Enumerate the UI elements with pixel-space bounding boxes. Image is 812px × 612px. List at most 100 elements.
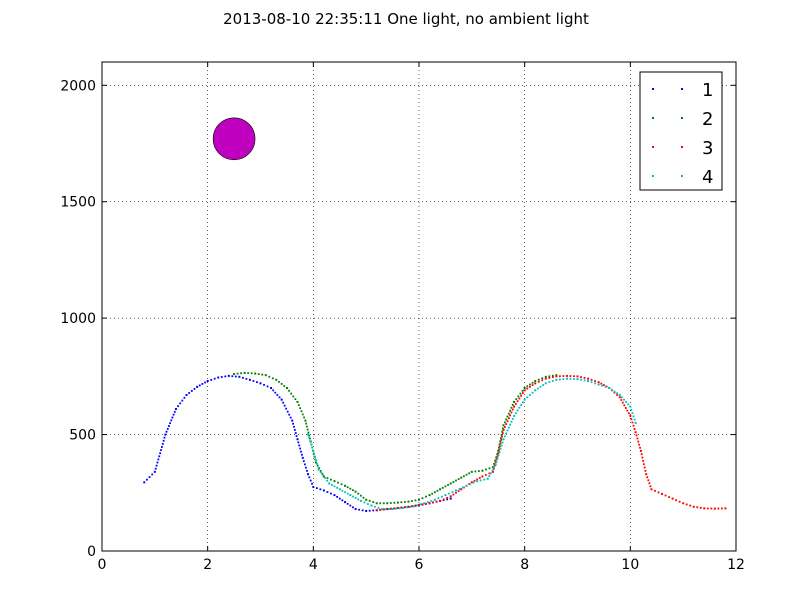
series-dot [488, 472, 491, 475]
data-point [344, 501, 347, 504]
series-dot [458, 488, 461, 490]
data-point [692, 505, 695, 508]
series-dot [610, 388, 613, 391]
y-tick-label: 2000 [60, 78, 96, 94]
series-dot [498, 445, 501, 448]
series-dot [488, 475, 491, 477]
data-point [629, 414, 632, 417]
series-dot [398, 507, 401, 510]
series-dot [307, 431, 310, 434]
series-dot [321, 472, 324, 475]
series-dot [457, 478, 460, 481]
series-dot [495, 460, 498, 463]
series-dot [293, 429, 296, 431]
series-dot [316, 464, 319, 467]
data-point [423, 502, 426, 505]
data-point [439, 499, 442, 502]
data-point [523, 387, 526, 389]
series-dot [319, 469, 322, 472]
series-dot [529, 394, 531, 396]
data-point [227, 374, 230, 377]
data-point [576, 378, 579, 381]
series-dot [338, 497, 341, 500]
series-dot [541, 377, 544, 380]
series-dot [505, 423, 508, 425]
series-dot [318, 467, 321, 470]
series-dot [507, 417, 510, 420]
series-dot [569, 375, 572, 377]
data-point [259, 382, 262, 385]
data-point [481, 475, 484, 478]
series-dot [333, 485, 336, 488]
series-dot [505, 432, 508, 435]
series-dot [344, 491, 346, 494]
series-dot [172, 413, 175, 416]
series-dot [358, 508, 361, 511]
series-dot [388, 508, 390, 510]
series-dot [382, 508, 385, 511]
series-dot [168, 425, 170, 427]
series-dot [642, 459, 645, 462]
legend-label: 3 [702, 138, 713, 159]
series-dot [499, 442, 502, 445]
series-dot [280, 383, 283, 385]
series-dot [500, 433, 503, 436]
x-tick-label: 2 [203, 557, 212, 573]
chart-title: 2013-08-10 22:35:11 One light, no ambien… [223, 10, 589, 28]
series-dot [190, 390, 193, 392]
series-dot [173, 410, 176, 413]
series-dot [311, 482, 313, 485]
y-tick-label: 1000 [60, 311, 96, 327]
series-dot [494, 459, 496, 462]
series-dot [643, 463, 645, 466]
series-dot [299, 407, 302, 410]
series-dot [613, 391, 616, 394]
series-dot [425, 495, 427, 498]
data-point [359, 499, 362, 502]
series-dot [294, 432, 297, 434]
series-dot [536, 387, 539, 390]
series-dot [352, 495, 354, 498]
data-point [703, 507, 706, 510]
series-dot [300, 453, 303, 456]
series-dot [359, 494, 362, 497]
series-dot [404, 501, 406, 503]
series-dot [501, 430, 504, 433]
series-dot [231, 375, 234, 378]
series-dot [337, 481, 339, 484]
series-dot [503, 426, 506, 428]
series-dot [326, 477, 329, 479]
series-dot [357, 498, 360, 501]
series-dot [166, 427, 169, 430]
data-point [164, 433, 167, 436]
series-dot [495, 458, 498, 461]
series-dot [346, 492, 349, 495]
series-dot [625, 401, 628, 403]
series-dot [393, 507, 396, 510]
series-dot [308, 436, 311, 439]
series-dot [346, 486, 349, 489]
series-dot [706, 507, 709, 510]
series-dot [301, 413, 304, 416]
data-point [402, 506, 405, 509]
data-point [502, 424, 505, 427]
data-point [682, 502, 685, 505]
series-dot [357, 492, 360, 495]
series-dot [204, 381, 206, 384]
series-dot [165, 430, 168, 433]
data-point [544, 382, 547, 385]
series-dot [310, 443, 313, 446]
series-dot [494, 461, 497, 464]
series-dot [633, 418, 636, 421]
series-dot [158, 455, 161, 458]
series-dot [409, 505, 412, 508]
data-point [375, 502, 378, 505]
series-dot [495, 456, 498, 459]
series-dot [558, 378, 561, 381]
series-dot [501, 435, 503, 438]
series-dot [627, 412, 630, 415]
series-dot [496, 457, 499, 460]
data-point [724, 507, 727, 510]
series-dot [485, 468, 487, 471]
